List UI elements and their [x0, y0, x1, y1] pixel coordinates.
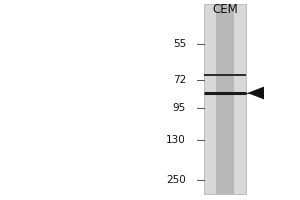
Bar: [216, 4, 235, 194]
Text: 250: 250: [166, 175, 186, 185]
Polygon shape: [248, 87, 264, 99]
Text: CEM: CEM: [212, 3, 238, 16]
Text: 130: 130: [166, 135, 186, 145]
Text: 55: 55: [173, 39, 186, 49]
Text: 72: 72: [173, 75, 186, 85]
Text: 95: 95: [173, 103, 186, 113]
Bar: [204, 4, 246, 194]
